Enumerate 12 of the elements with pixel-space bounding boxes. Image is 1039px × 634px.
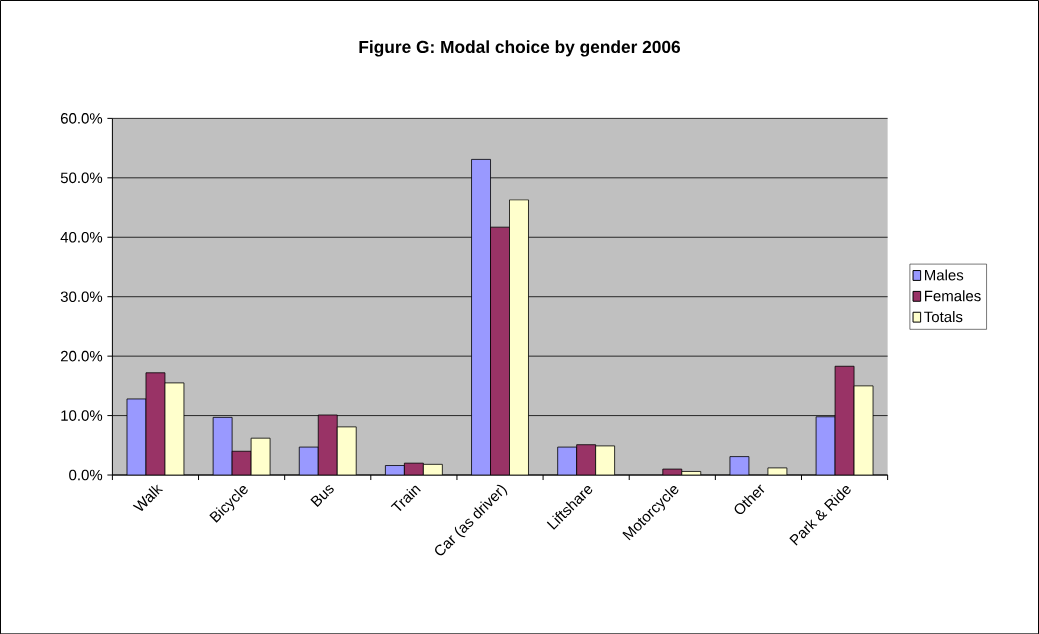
legend-label: Totals: [924, 310, 963, 322]
y-tick-label: 50.0%: [60, 172, 103, 183]
y-tick-label: 30.0%: [60, 291, 103, 302]
x-tick-label: Bus: [310, 485, 334, 507]
y-tick-label: 10.0%: [61, 410, 103, 421]
legend-label: Females: [925, 290, 981, 302]
y-tick-label: 60.0%: [60, 112, 103, 124]
y-tick-label: 40.0%: [60, 231, 103, 243]
legend-label: Males: [925, 269, 964, 281]
chart-title: Figure G: Modal choice by gender 2006: [359, 40, 681, 57]
y-tick-label: 20.0%: [60, 350, 103, 362]
y-tick-label: 0.0%: [69, 469, 103, 481]
